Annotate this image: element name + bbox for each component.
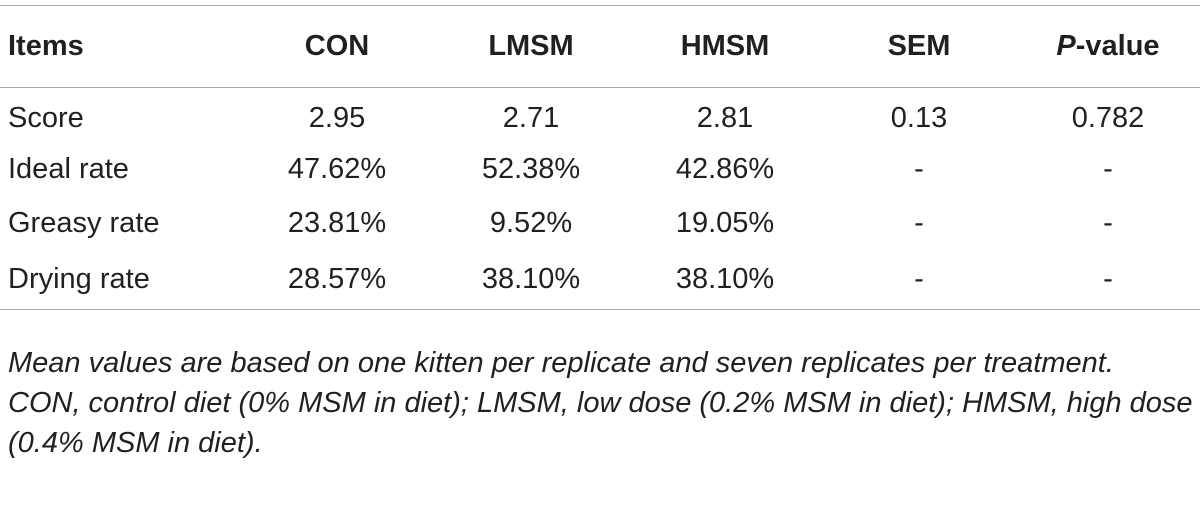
cell-hmsm: 19.05% <box>675 207 775 240</box>
row-label: Score <box>8 101 84 134</box>
row-label: Drying rate <box>8 263 150 296</box>
table-header: Items CON LMSM HMSM SEM P-value <box>0 5 1200 88</box>
footnote-mean-values: Mean values are based on one kitten per … <box>8 347 1114 379</box>
header-p-rest: -value <box>1075 30 1160 62</box>
cell-con: 28.57% <box>287 263 387 296</box>
cell-hmsm: 2.81 <box>696 101 754 134</box>
row-label: Ideal rate <box>8 152 129 185</box>
header-sem: SEM <box>887 30 951 62</box>
header-p-italic: P <box>1056 30 1076 62</box>
cell-p-value: - <box>1103 207 1113 240</box>
cell-hmsm: 42.86% <box>675 152 775 185</box>
header-row: Items CON LMSM HMSM SEM P-value <box>0 5 1200 88</box>
header-lmsm: LMSM <box>488 30 574 62</box>
cell-p-value: - <box>1103 263 1113 296</box>
header-con: CON <box>304 30 370 62</box>
cell-p-value: 0.782 <box>1071 101 1145 134</box>
header-items: Items <box>8 30 84 62</box>
table-row: Ideal rate 47.62% 52.38% 42.86% - - <box>0 142 1200 197</box>
footnote-abbreviations: CON, control diet (0% MSM in diet); LMSM… <box>8 387 1193 459</box>
table-body: Score 2.95 2.71 2.81 0.13 0.782 Ideal ra… <box>0 88 1200 309</box>
cell-lmsm: 38.10% <box>481 263 581 296</box>
table-row: Score 2.95 2.71 2.81 0.13 0.782 <box>0 88 1200 143</box>
cell-con: 23.81% <box>287 207 387 240</box>
table-row: Drying rate 28.57% 38.10% 38.10% - - <box>0 251 1200 309</box>
cell-sem: - <box>914 263 924 296</box>
cell-sem: 0.13 <box>890 101 948 134</box>
cell-lmsm: 52.38% <box>481 152 581 185</box>
table-row: Greasy rate 23.81% 9.52% 19.05% - - <box>0 197 1200 252</box>
cell-con: 47.62% <box>287 152 387 185</box>
cell-p-value: - <box>1103 152 1113 185</box>
table-footnotes: Mean values are based on one kitten per … <box>8 343 1194 463</box>
row-label: Greasy rate <box>8 207 160 240</box>
cell-con: 2.95 <box>308 101 366 134</box>
data-table: Items CON LMSM HMSM SEM P-value Score 2.… <box>0 5 1200 310</box>
header-p-value: P-value <box>1016 6 1200 88</box>
header-hmsm: HMSM <box>680 30 770 62</box>
cell-lmsm: 2.71 <box>502 101 560 134</box>
cell-sem: - <box>914 152 924 185</box>
cell-lmsm: 9.52% <box>489 207 573 240</box>
cell-sem: - <box>914 207 924 240</box>
cell-hmsm: 38.10% <box>675 263 775 296</box>
